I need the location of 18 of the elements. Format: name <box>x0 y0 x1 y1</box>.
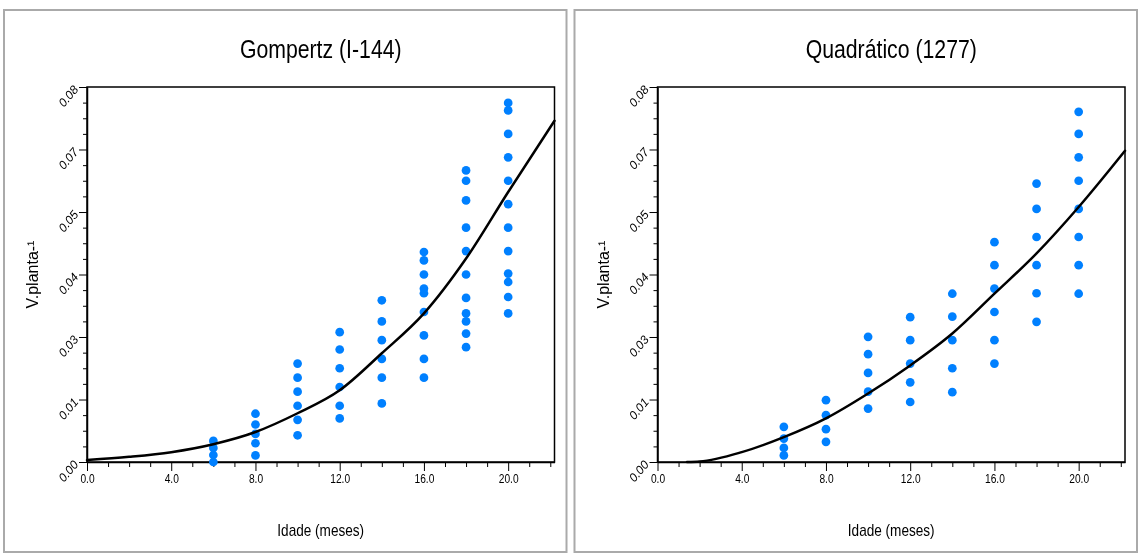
x-tick-label: 8.0 <box>248 472 264 486</box>
x-tick-label: 12.0 <box>330 472 351 486</box>
x-tick-label: 20.0 <box>1069 472 1090 486</box>
x-tick-label: 16.0 <box>414 472 435 486</box>
x-tick-label: 16.0 <box>985 472 1005 486</box>
x-tick-label: 8.0 <box>819 472 834 486</box>
x-tick-label: 12.0 <box>900 472 921 486</box>
x-tick-label: 4.0 <box>164 472 179 486</box>
x-axis-title: Idade (meses) <box>277 521 365 540</box>
x-tick-label: 20.0 <box>498 472 519 486</box>
chart-title: Quadrático (1277) <box>805 35 977 64</box>
x-axis-title: Idade (meses) <box>847 521 935 540</box>
x-tick-label: 0.0 <box>650 472 666 486</box>
y-axis-title: V.planta-¹ <box>24 240 41 309</box>
x-tick-label: 0.0 <box>80 472 95 486</box>
x-tick-label: 4.0 <box>735 472 750 486</box>
chart-title: Gompertz (I-144) <box>239 35 402 64</box>
y-axis-title: V.planta-¹ <box>594 240 612 309</box>
